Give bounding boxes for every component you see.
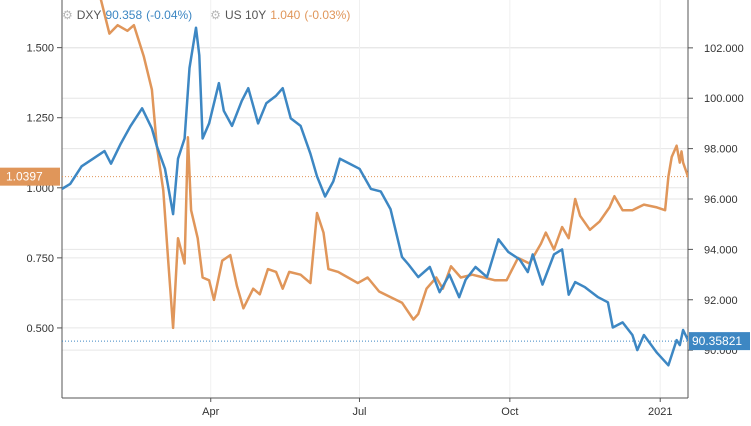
right-tick-label-3: 96.000 <box>704 194 738 206</box>
right-tick-label-6: 102.000 <box>704 43 744 55</box>
left-tick-label-2: 1.000 <box>26 183 54 195</box>
legend-item-dxy[interactable]: ⚙ DXY 90.358 (-0.04%) <box>62 8 192 22</box>
legend-dxy-change: (-0.04%) <box>146 8 193 22</box>
legend-item-us10y[interactable]: ⚙ US 10Y 1.040 (-0.03%) <box>210 8 350 22</box>
left-tick-label-1: 0.750 <box>26 253 54 265</box>
chart-legend: ⚙ DXY 90.358 (-0.04%) ⚙ US 10Y 1.040 (-0… <box>62 8 350 22</box>
x-tick-label-3: 2021 <box>648 406 672 418</box>
left-tick-label-0: 0.500 <box>26 323 54 335</box>
x-tick-label-1: Jul <box>352 406 366 418</box>
us10y-last-value-badge <box>0 167 60 186</box>
us10y-series-line <box>99 0 688 330</box>
legend-us10y-change: (-0.03%) <box>304 8 351 22</box>
legend-dxy-value: 90.358 <box>105 8 143 22</box>
gear-icon[interactable]: ⚙ <box>62 8 73 22</box>
x-tick-label-2: Oct <box>501 406 518 418</box>
dxy-last-value-text: 90.35821 <box>692 334 742 348</box>
gear-icon[interactable]: ⚙ <box>210 8 221 22</box>
dxy-last-value-badge <box>689 332 750 351</box>
x-tick-label-0: Apr <box>202 406 219 418</box>
legend-us10y-symbol: US 10Y <box>224 8 267 22</box>
left-tick-label-3: 1.250 <box>26 113 54 125</box>
right-tick-label-4: 98.000 <box>704 144 738 156</box>
right-tick-label-1: 92.000 <box>704 295 738 307</box>
us10y-last-value-text: 1.0397 <box>6 170 43 184</box>
legend-us10y-value: 1.040 <box>270 8 301 22</box>
left-tick-label-4: 1.500 <box>26 43 54 55</box>
right-tick-label-2: 94.000 <box>704 244 738 256</box>
legend-dxy-symbol: DXY <box>76 8 102 22</box>
dxy-series-line <box>62 26 688 367</box>
right-tick-label-5: 100.000 <box>704 93 744 105</box>
